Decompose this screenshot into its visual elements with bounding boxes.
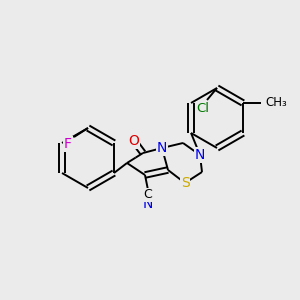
- Text: CH₃: CH₃: [265, 97, 287, 110]
- Text: N: N: [157, 141, 167, 155]
- Text: S: S: [181, 176, 189, 190]
- Text: C: C: [144, 188, 152, 202]
- Text: O: O: [129, 134, 140, 148]
- Text: N: N: [195, 148, 205, 162]
- Text: F: F: [64, 137, 72, 151]
- Text: N: N: [143, 197, 153, 211]
- Text: Cl: Cl: [196, 101, 209, 115]
